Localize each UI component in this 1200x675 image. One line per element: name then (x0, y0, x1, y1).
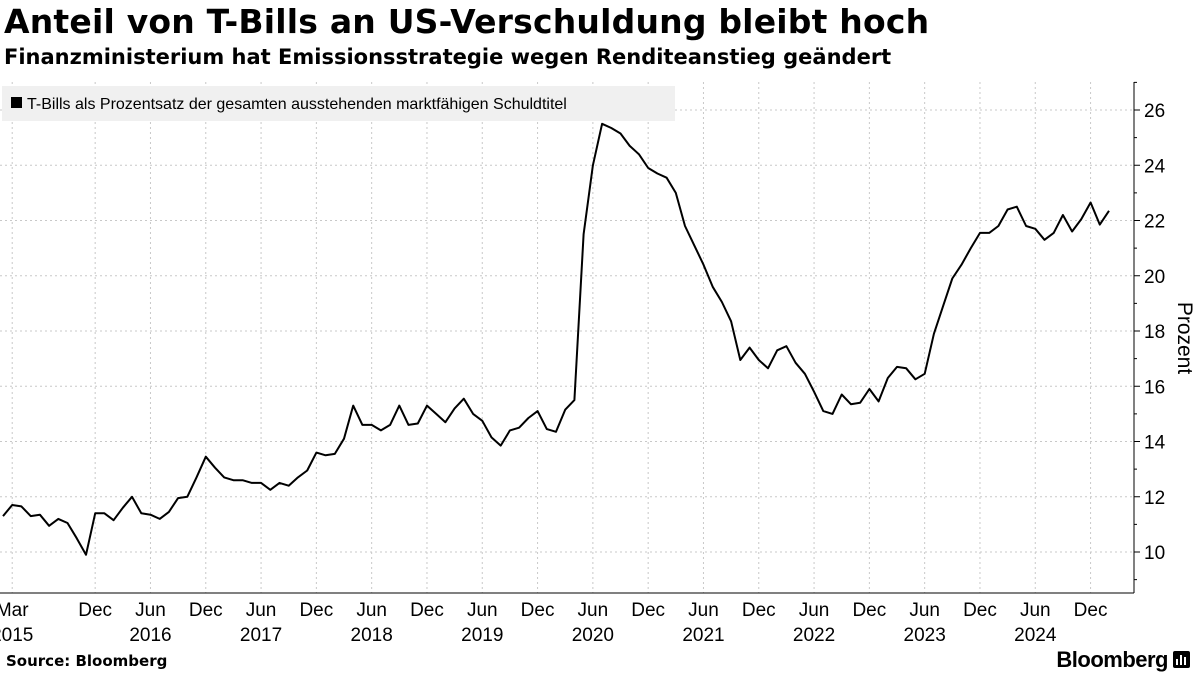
chart-subtitle: Finanzministerium hat Emissionsstrategie… (4, 45, 892, 69)
y-tick-label: 14 (1144, 433, 1166, 454)
x-tick-label: Dec (78, 600, 112, 621)
source-note: Source: Bloomberg (6, 652, 168, 670)
x-year-label: 2018 (351, 625, 393, 646)
chart-title: Anteil von T-Bills an US-Verschuldung bl… (4, 2, 930, 41)
grid (0, 82, 1134, 593)
x-year-label: 2023 (904, 625, 946, 646)
legend-label: T-Bills als Prozentsatz der gesamten aus… (27, 96, 567, 113)
x-tick-label: Dec (1074, 600, 1108, 621)
x-tick-label: Dec (852, 600, 886, 621)
x-tick-label: Jun (246, 600, 277, 621)
series (2, 122, 1110, 556)
x-tick-label: Jun (356, 600, 387, 621)
x-tick-label: Jun (1020, 600, 1051, 621)
x-tick-label: Jun (578, 600, 609, 621)
x-tick-label: Dec (299, 600, 333, 621)
x-year-label: 2024 (1014, 625, 1057, 646)
x-tick-label: Dec (189, 600, 223, 621)
x-tick-label: Mar (0, 600, 29, 621)
x-year-label: 2022 (793, 625, 835, 646)
legend: T-Bills als Prozentsatz der gesamten aus… (2, 86, 675, 121)
x-tick-label: Jun (467, 600, 498, 621)
x-year-label: 2016 (129, 625, 171, 646)
x-year-label: 2021 (682, 625, 724, 646)
series-line (2, 122, 1110, 556)
x-tick-label: Dec (631, 600, 665, 621)
legend-swatch (11, 97, 22, 108)
x-tick-label: Jun (909, 600, 940, 621)
x-tick-label: Dec (742, 600, 776, 621)
x-year-label: 2019 (461, 625, 503, 646)
x-tick-label: Jun (135, 600, 166, 621)
y-tick-label: 12 (1144, 488, 1165, 509)
x-tick-label: Dec (521, 600, 555, 621)
x-year-label: 2017 (240, 625, 282, 646)
y-tick-label: 26 (1144, 101, 1165, 122)
x-year-label: 2015 (0, 625, 33, 646)
y-tick-label: 22 (1144, 212, 1165, 233)
y-tick-label: 20 (1144, 267, 1165, 288)
bar-chart-icon (1173, 651, 1190, 668)
x-tick-label: Jun (688, 600, 719, 621)
y-tick-label: 10 (1144, 543, 1165, 564)
legend-background (2, 86, 675, 121)
bloomberg-logo: Bloomberg (1056, 647, 1168, 672)
y-tick-label: 16 (1144, 377, 1165, 398)
y-tick-label: 18 (1144, 322, 1165, 343)
x-year-label: 2020 (572, 625, 614, 646)
y-axis-title: Prozent (1173, 302, 1196, 375)
x-tick-label: Jun (799, 600, 830, 621)
x-tick-label: Dec (410, 600, 444, 621)
y-tick-label: 24 (1144, 156, 1166, 177)
x-tick-label: Dec (963, 600, 997, 621)
